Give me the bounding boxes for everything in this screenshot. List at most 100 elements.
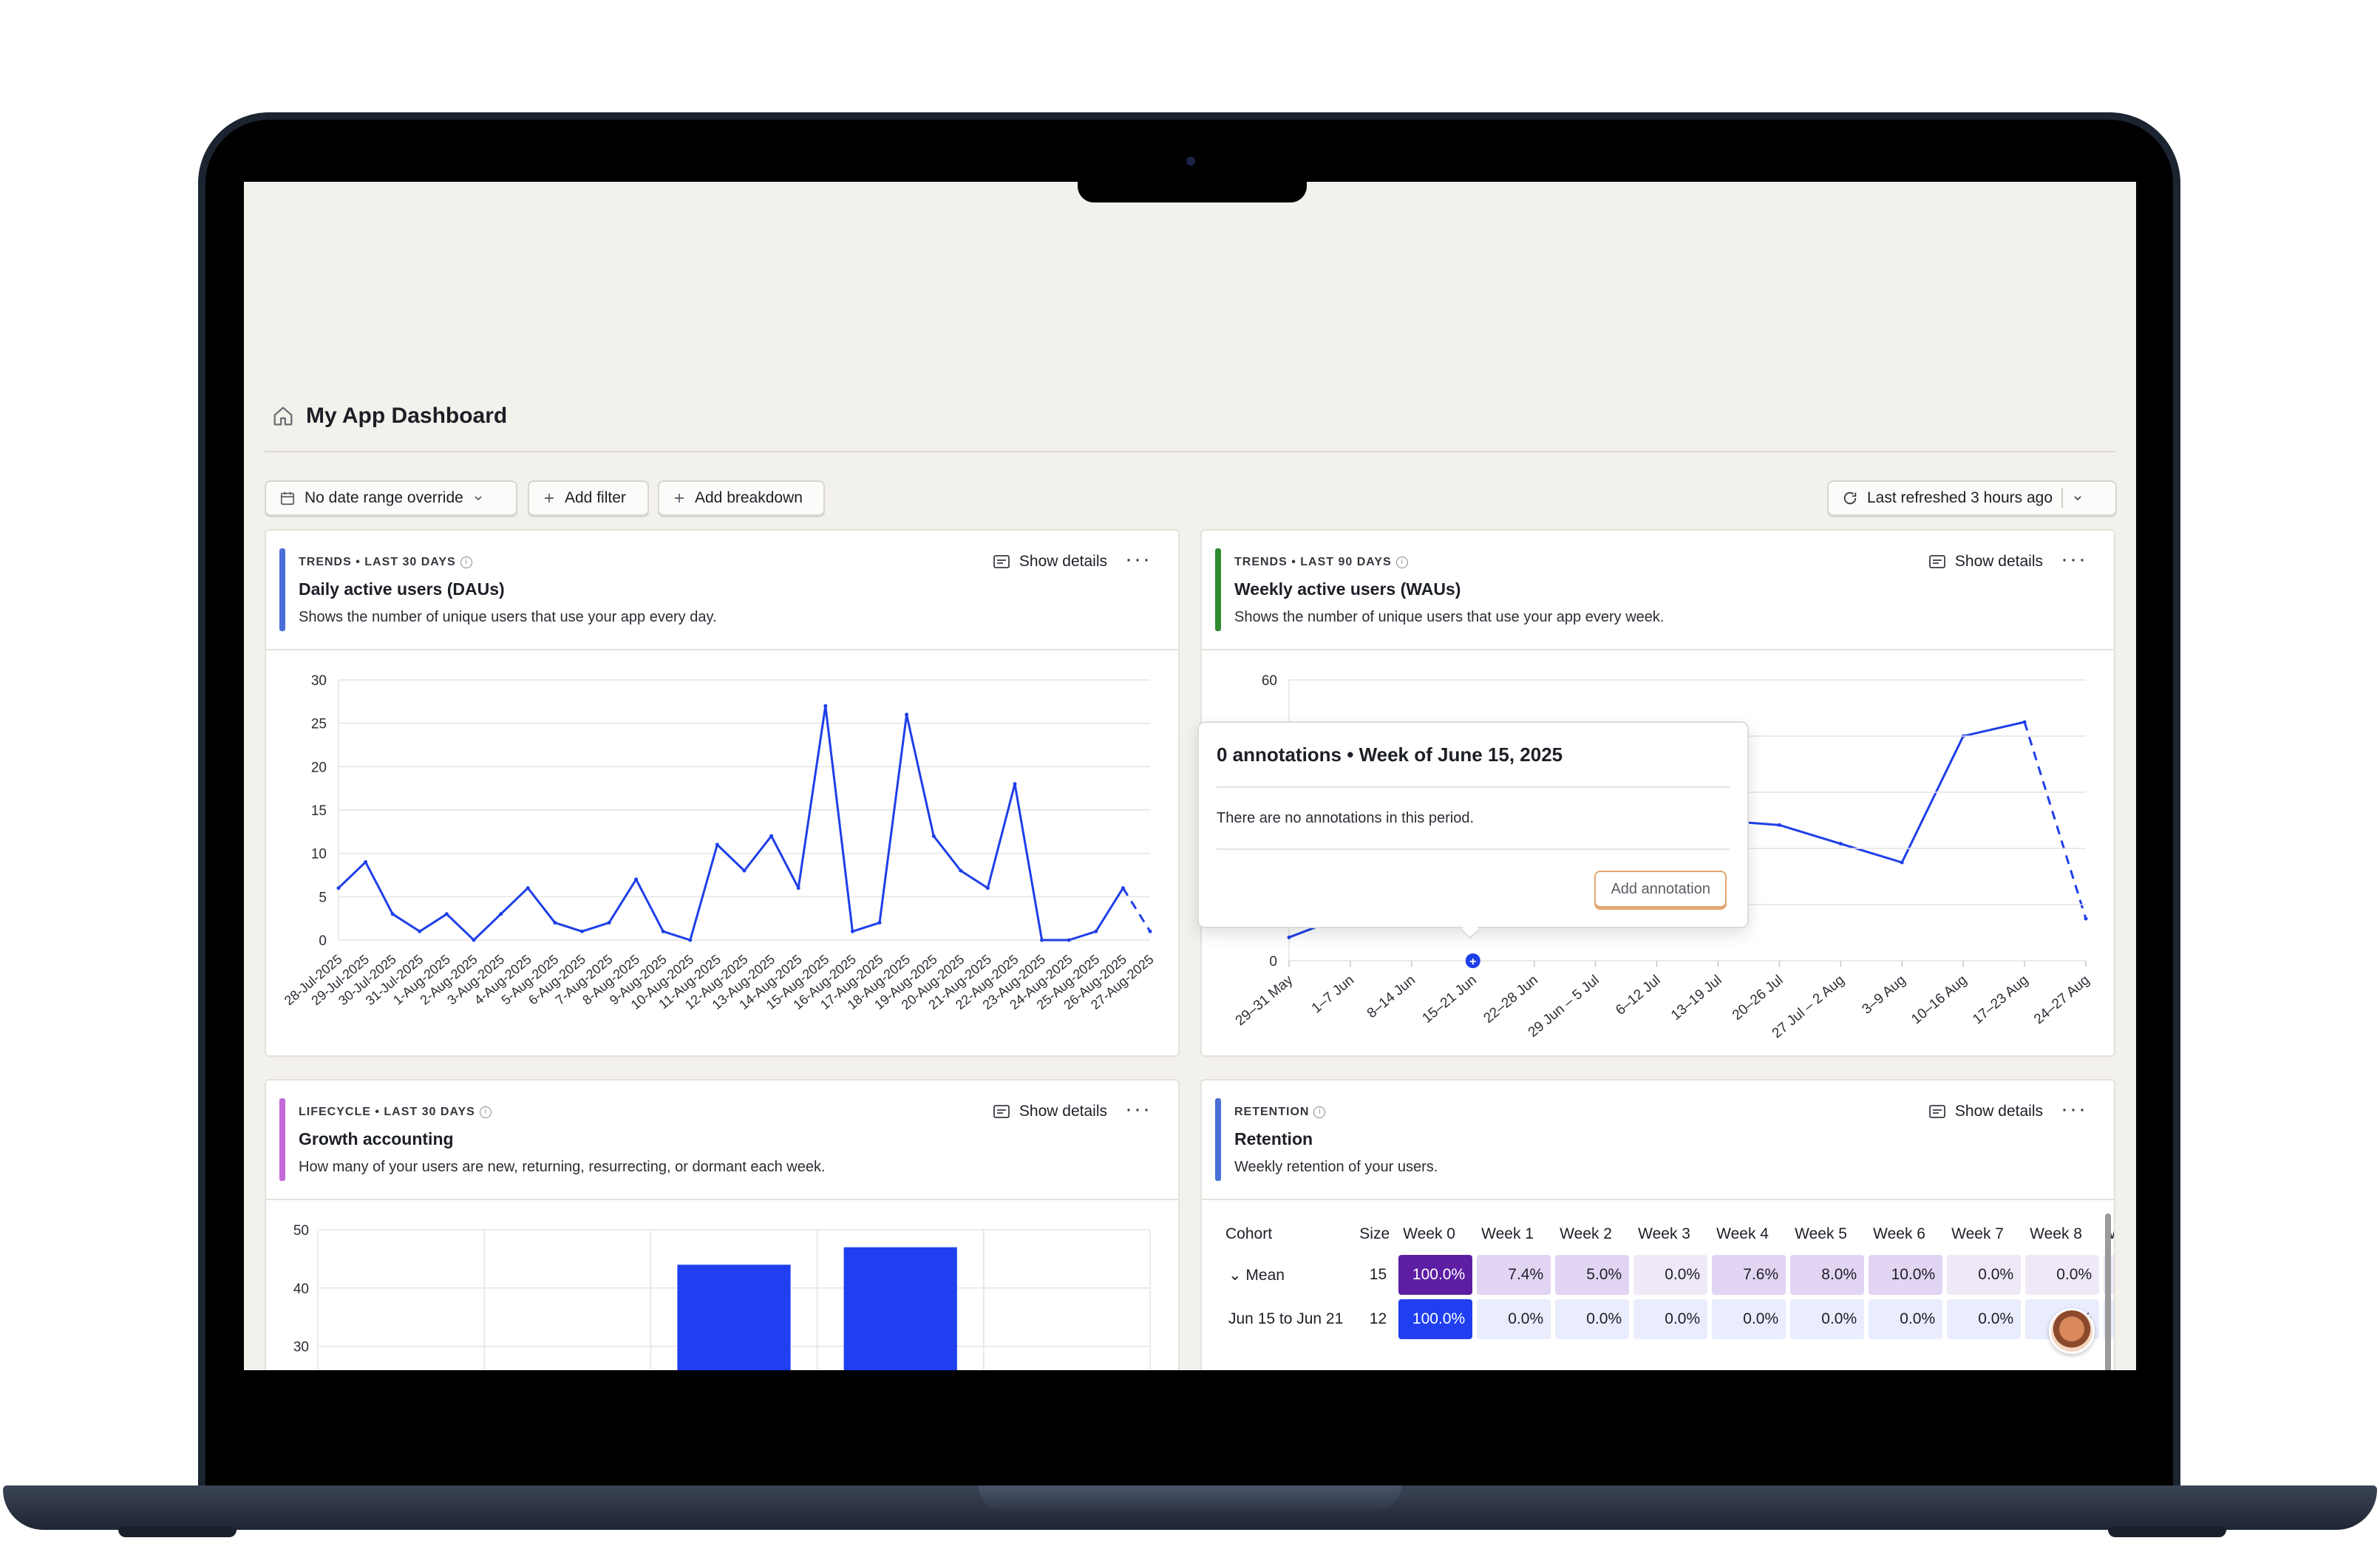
retention-cell[interactable]: 5.0% [1555, 1255, 1630, 1295]
info-icon[interactable]: i [460, 557, 472, 568]
data-point [444, 912, 449, 916]
card-accent [279, 1098, 285, 1181]
refresh-button[interactable]: Last refreshed 3 hours ago [1827, 480, 2117, 516]
more-options-icon[interactable]: ··· [2061, 1097, 2087, 1121]
app-screen: My App Dashboard No date range override … [244, 182, 2136, 1370]
data-point [823, 704, 828, 708]
chevron-down-icon[interactable] [2072, 492, 2084, 504]
x-tick-label: 1–7 Jun [1309, 973, 1357, 1017]
retention-cell[interactable]: 0.0% [1869, 1299, 1943, 1339]
info-icon[interactable]: i [1395, 557, 1408, 568]
data-point [1900, 860, 1904, 865]
card-title[interactable]: Growth accounting [299, 1129, 454, 1148]
data-point [418, 929, 422, 933]
plus-icon [675, 494, 684, 503]
kicker-text: TRENDS • LAST 90 DAYS [1234, 556, 1392, 568]
retention-cell[interactable]: 0.0% [2025, 1255, 2100, 1295]
avatar[interactable] [2049, 1308, 2095, 1354]
data-point [1777, 823, 1781, 827]
cohort-cell[interactable]: ⌄ Mean [1228, 1266, 1285, 1284]
retention-cell[interactable]: 0.0% [1947, 1255, 2022, 1295]
x-tick-label: 20–26 Jul [1730, 973, 1786, 1024]
more-options-icon[interactable]: ··· [1125, 1097, 1152, 1121]
data-point [390, 912, 395, 916]
growth-bar-chart: 1020304050 [293, 1223, 1151, 1370]
y-tick-label: 30 [293, 1340, 309, 1355]
retention-cell[interactable]: 100.0% [1398, 1299, 1473, 1339]
camera-icon [1186, 157, 1195, 166]
card-accent [1215, 1098, 1221, 1181]
scrollbar[interactable] [2105, 1214, 2111, 1370]
retention-cell[interactable]: 0.0% [1790, 1299, 1865, 1339]
retention-cell[interactable]: 0.0% [1633, 1255, 1708, 1295]
card-title[interactable]: Weekly active users (WAUs) [1234, 579, 1461, 599]
show-details-button[interactable]: Show details [1928, 1103, 2043, 1120]
show-details-label: Show details [1019, 1103, 1107, 1120]
cohort-cell[interactable]: Jun 15 to Jun 21 [1228, 1310, 1344, 1327]
column-header: Week 7 [1951, 1225, 2004, 1242]
card-title[interactable]: Daily active users (DAUs) [299, 579, 505, 599]
column-header: Week 4 [1716, 1225, 1769, 1242]
page-title: My App Dashboard [306, 404, 508, 428]
data-point [877, 921, 882, 925]
show-details-button[interactable]: Show details [993, 553, 1107, 571]
card-kicker: TRENDS • LAST 30 DAYS i [299, 556, 472, 569]
home-icon[interactable] [271, 404, 296, 429]
date-range-button[interactable]: No date range override [265, 480, 517, 516]
more-options-icon[interactable]: ··· [1125, 547, 1152, 571]
bar-segment [843, 1247, 957, 1370]
add-breakdown-button[interactable]: Add breakdown [658, 480, 825, 516]
show-details-button[interactable]: Show details [993, 1103, 1107, 1120]
show-details-label: Show details [1019, 553, 1107, 570]
dau-line-chart: 05101520253028-Jul-202529-Jul-202530-Jul… [282, 673, 1157, 1012]
details-icon [1929, 1105, 1945, 1118]
add-filter-label: Add filter [565, 489, 626, 506]
table-row[interactable]: ⌄ Mean 15 100.0% 7.4% 5.0% 0.0% 7.6% 8.0% 10.0% 0… [1221, 1255, 2114, 1295]
retention-cell[interactable]: 0.0% [1633, 1299, 1708, 1339]
card-kicker: RETENTION i [1234, 1106, 1326, 1119]
annotation-popover: 0 annotations • Week of June 15, 2025 Th… [1197, 721, 1749, 939]
x-tick-label: 10–16 Aug [1908, 973, 1970, 1028]
retention-cell[interactable]: 100.0% [1398, 1255, 1473, 1295]
table-row[interactable]: Jun 15 to Jun 21 12 100.0% 0.0% 0.0% 0.0% 0.0%… [1221, 1299, 2114, 1339]
more-options-icon[interactable]: ··· [2061, 547, 2087, 571]
data-point [2084, 916, 2088, 921]
size-cell: 15 [1369, 1266, 1387, 1283]
y-tick-label: 25 [311, 717, 327, 732]
column-header: Week 1 [1481, 1225, 1534, 1242]
y-tick-label: 60 [1262, 673, 1277, 689]
data-point [1838, 842, 1843, 846]
card-title[interactable]: Retention [1234, 1129, 1313, 1148]
data-point [661, 929, 665, 933]
data-point [1094, 929, 1098, 933]
x-tick-label: 13–19 Jul [1668, 973, 1725, 1024]
card-header: RETENTION i Retention Weekly retention of… [1202, 1080, 2114, 1200]
retention-cell[interactable]: 7.6% [1712, 1255, 1786, 1295]
data-point [796, 886, 800, 891]
retention-cell[interactable]: 8.0% [1790, 1255, 1865, 1295]
card-header: TRENDS • LAST 30 DAYS i Daily active user… [266, 531, 1178, 650]
growth-card: LIFECYCLE • LAST 30 DAYS i Growth account… [265, 1079, 1180, 1370]
data-point [499, 912, 503, 916]
data-point [742, 868, 747, 873]
data-point [1287, 935, 1291, 939]
retention-cell[interactable]: 0.0% [1947, 1299, 2022, 1339]
retention-cell[interactable]: 0.0% [1477, 1299, 1551, 1339]
add-annotation-button[interactable]: Add annotation [1594, 871, 1727, 908]
data-point [526, 886, 530, 891]
column-header: W [2104, 1221, 2114, 1250]
data-point [1040, 938, 1044, 942]
show-details-button[interactable]: Show details [1928, 553, 2043, 571]
card-kicker: LIFECYCLE • LAST 30 DAYS i [299, 1106, 492, 1119]
x-tick-label: 29–31 May [1233, 972, 1296, 1029]
info-icon[interactable]: i [479, 1106, 492, 1118]
retention-cell[interactable]: 7.4% [1477, 1255, 1551, 1295]
retention-cell[interactable]: 0.0% [1712, 1299, 1786, 1339]
info-icon[interactable]: i [1313, 1106, 1326, 1118]
plus-icon: + [1469, 956, 1476, 968]
retention-cell[interactable]: 0.0% [1555, 1299, 1630, 1339]
card-accent [1215, 548, 1221, 631]
retention-cell[interactable]: 10.0% [1869, 1255, 1943, 1295]
date-range-label: No date range override [305, 489, 463, 506]
add-filter-button[interactable]: Add filter [528, 480, 649, 516]
